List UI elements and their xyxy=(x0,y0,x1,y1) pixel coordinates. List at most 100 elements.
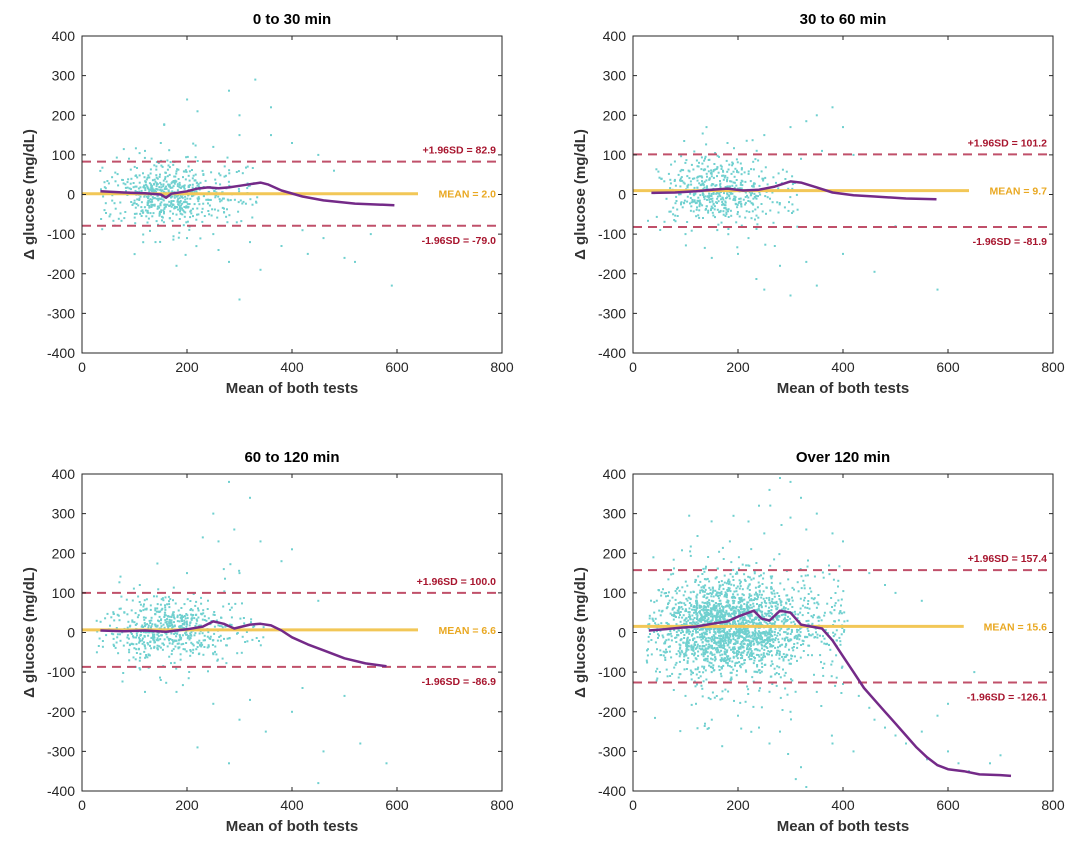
scatter-point xyxy=(760,662,763,665)
scatter-point xyxy=(721,583,724,586)
scatter-point xyxy=(760,170,763,173)
scatter-point xyxy=(184,632,187,635)
scatter-point xyxy=(826,642,828,645)
scatter-point xyxy=(764,176,767,179)
scatter-point xyxy=(675,592,678,595)
scatter-point xyxy=(718,651,721,654)
scatter-point xyxy=(160,618,163,621)
scatter-point xyxy=(700,628,703,630)
scatter-point xyxy=(754,627,757,630)
scatter-point xyxy=(790,657,793,660)
scatter-point xyxy=(654,716,656,719)
scatter-point xyxy=(705,637,708,640)
scatter-point xyxy=(134,206,137,209)
scatter-point xyxy=(719,616,722,618)
scatter-point xyxy=(677,602,680,605)
scatter-point xyxy=(711,197,714,200)
scatter-point xyxy=(815,284,818,287)
scatter-point xyxy=(128,659,131,662)
scatter-point xyxy=(842,590,845,593)
scatter-point xyxy=(821,571,824,574)
scatter-point xyxy=(730,648,732,651)
scatter-point xyxy=(727,168,730,171)
scatter-point xyxy=(727,664,729,667)
scatter-point xyxy=(228,184,231,187)
scatter-point xyxy=(183,170,186,173)
scatter-point xyxy=(679,620,682,623)
scatter-point xyxy=(160,211,162,213)
scatter-point xyxy=(734,621,737,624)
scatter-point xyxy=(166,623,169,626)
scatter-point xyxy=(690,703,693,706)
scatter-point xyxy=(690,673,693,676)
scatter-point xyxy=(804,636,807,639)
scatter-point xyxy=(708,195,711,198)
scatter-point xyxy=(759,641,762,644)
y-tick-label: 100 xyxy=(603,147,627,163)
scatter-point xyxy=(163,188,166,190)
scatter-point xyxy=(832,578,835,581)
scatter-point xyxy=(758,184,761,187)
scatter-point xyxy=(690,229,693,232)
scatter-point xyxy=(729,615,732,618)
scatter-point xyxy=(158,620,160,623)
scatter-point xyxy=(169,624,171,627)
scatter-point xyxy=(217,249,220,251)
scatter-point xyxy=(787,627,790,630)
scatter-point xyxy=(735,158,738,161)
scatter-point xyxy=(170,182,173,185)
scatter-point xyxy=(171,204,174,207)
scatter-point xyxy=(163,616,166,618)
scatter-point xyxy=(109,213,112,216)
scatter-point xyxy=(736,206,739,209)
scatter-point xyxy=(757,635,760,637)
scatter-point xyxy=(656,648,658,651)
scatter-point xyxy=(237,170,240,173)
scatter-point xyxy=(706,657,709,660)
scatter-point xyxy=(689,622,692,625)
scatter-point xyxy=(189,184,192,187)
scatter-point xyxy=(725,650,728,653)
scatter-point xyxy=(734,196,737,199)
scatter-point xyxy=(662,654,665,657)
scatter-point xyxy=(739,657,742,660)
scatter-point xyxy=(211,644,214,646)
scatter-point xyxy=(202,195,205,197)
scatter-point xyxy=(760,593,763,596)
scatter-point xyxy=(684,610,687,613)
scatter-point xyxy=(705,208,707,210)
scatter-point xyxy=(699,194,702,197)
scatter-point xyxy=(693,643,696,646)
scatter-point xyxy=(110,632,113,635)
scatter-point xyxy=(816,636,819,639)
scatter-point xyxy=(742,637,745,640)
scatter-point xyxy=(145,598,148,601)
scatter-point xyxy=(837,585,839,588)
scatter-point xyxy=(669,178,672,181)
scatter-point xyxy=(224,625,227,628)
scatter-point xyxy=(213,189,216,192)
scatter-point xyxy=(715,192,718,195)
scatter-point xyxy=(841,665,844,668)
scatter-point xyxy=(212,653,215,656)
scatter-point xyxy=(753,182,755,185)
scatter-point xyxy=(768,632,771,635)
scatter-point xyxy=(705,614,708,617)
x-tick-label: 800 xyxy=(1041,359,1065,375)
scatter-point xyxy=(139,603,142,606)
scatter-point xyxy=(180,186,182,189)
scatter-point xyxy=(740,168,743,171)
scatter-point xyxy=(791,596,793,599)
scatter-point xyxy=(722,210,725,213)
scatter-point xyxy=(716,166,719,169)
scatter-point xyxy=(249,241,251,244)
scatter-point xyxy=(805,260,808,263)
scatter-point xyxy=(719,182,722,185)
scatter-point xyxy=(658,634,660,637)
scatter-point xyxy=(716,567,719,570)
scatter-point xyxy=(716,208,719,211)
scatter-point xyxy=(182,616,184,618)
scatter-point xyxy=(207,617,210,620)
scatter-point xyxy=(693,199,696,202)
scatter-point xyxy=(161,215,163,218)
